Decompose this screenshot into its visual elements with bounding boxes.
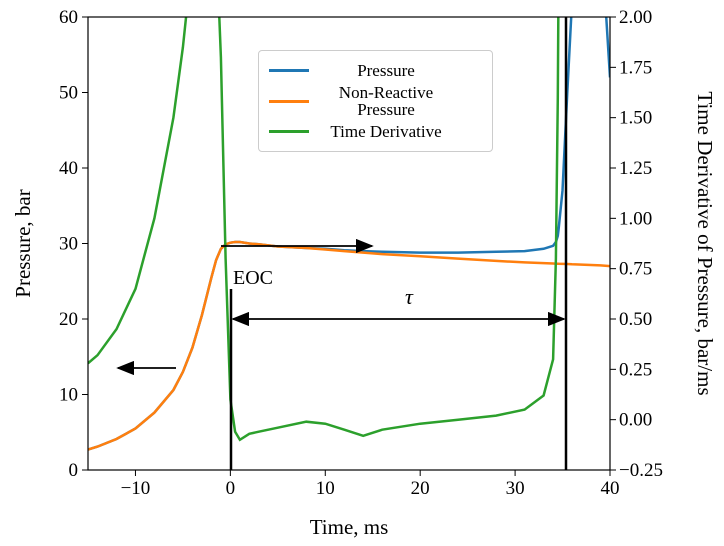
legend-label: Non-Reactive Pressure [338, 83, 434, 119]
annotation: EOC [233, 267, 273, 289]
y-tick-label: 50 [59, 83, 78, 104]
series-line [88, 17, 560, 442]
y-tick-label: 60 [59, 7, 78, 28]
x-tick-label: 20 [411, 478, 430, 499]
y-tick-label: 0 [69, 460, 79, 481]
y-tick-label: 10 [59, 385, 78, 406]
y2-tick-label: 2.00 [619, 7, 652, 28]
legend-item: Time Derivative [269, 123, 482, 140]
annotation: τ [405, 284, 414, 309]
y2-tick-label: 0.25 [619, 359, 652, 380]
x-tick-label: 10 [316, 478, 335, 499]
y2-tick-label: 0.00 [619, 410, 652, 431]
x-tick-label: 30 [506, 478, 525, 499]
legend-swatch [269, 69, 309, 72]
y2-tick-label: 1.25 [619, 158, 652, 179]
y2-tick-label: 0.50 [619, 309, 652, 330]
y2-axis-label: Time Derivative of Pressure, bar/ms [693, 91, 717, 395]
plot-lines [88, 17, 610, 451]
y2-tick-label: 1.00 [619, 208, 652, 229]
x-tick-label: −10 [121, 478, 151, 499]
legend-item: Non-Reactive Pressure [269, 84, 482, 118]
y2-tick-label: −0.25 [619, 460, 663, 481]
legend-item: Pressure [269, 62, 482, 79]
legend-swatch [269, 130, 309, 133]
series-line [88, 240, 610, 451]
y-axis-label: Pressure, bar [11, 189, 35, 297]
legend-label: Time Derivative [330, 122, 442, 141]
y-tick-label: 30 [59, 234, 78, 255]
legend-label: Pressure [357, 61, 415, 80]
legend: Pressure Non-Reactive Pressure Time Deriva… [258, 50, 493, 152]
x-tick-label: 40 [601, 478, 620, 499]
y-tick-label: 40 [59, 158, 78, 179]
y2-tick-label: 1.75 [619, 57, 652, 78]
y2-tick-label: 1.50 [619, 108, 652, 129]
legend-swatch [269, 99, 309, 103]
x-axis-label: Time, ms [310, 515, 389, 539]
y-tick-label: 20 [59, 309, 78, 330]
y2-tick-label: 0.75 [619, 259, 652, 280]
x-tick-label: 0 [226, 478, 236, 499]
